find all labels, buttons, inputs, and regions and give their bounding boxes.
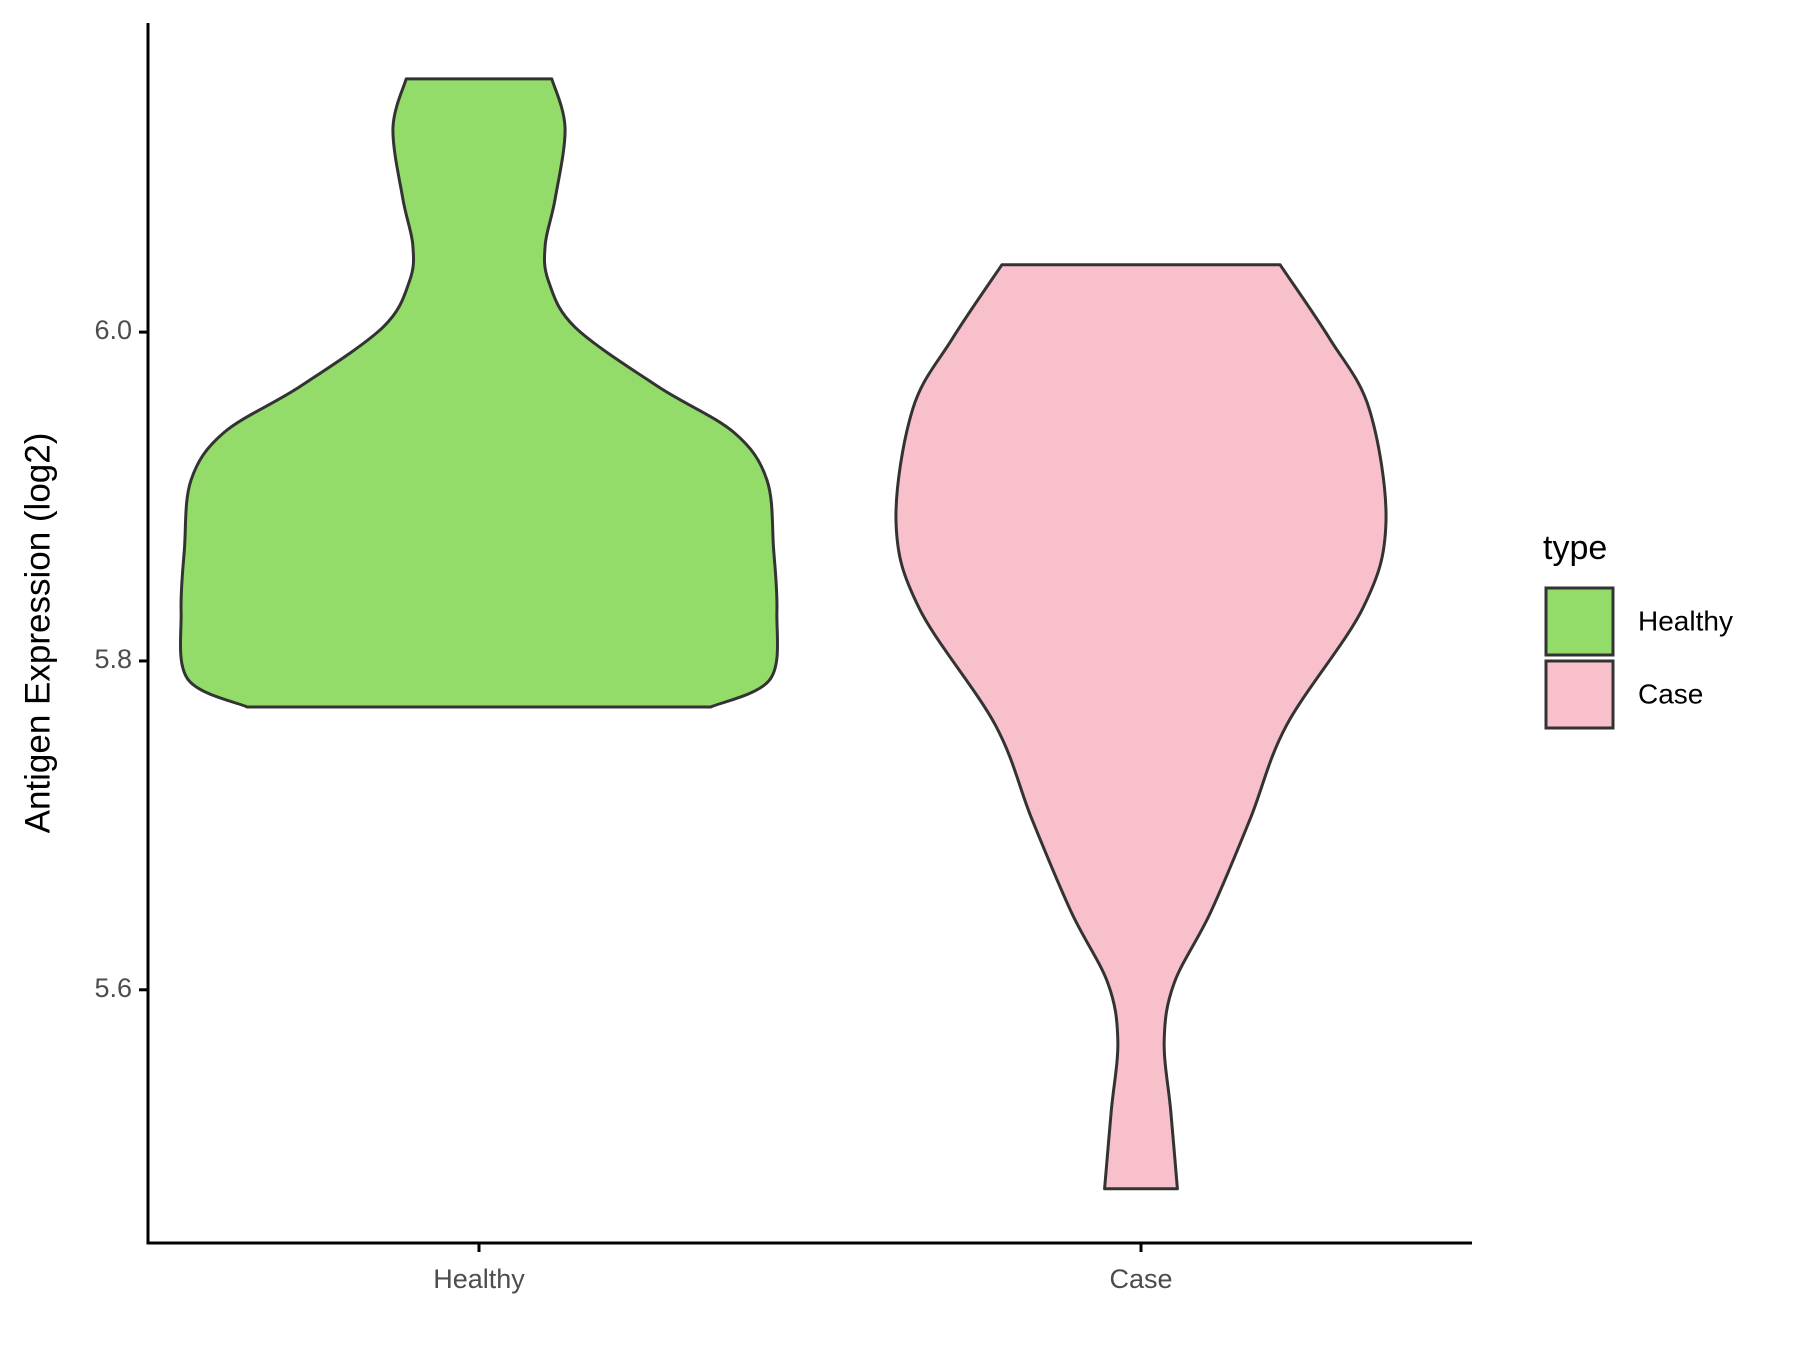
legend-label: Case	[1638, 678, 1703, 709]
legend-key	[1544, 659, 1615, 730]
legend-title: type	[1543, 529, 1607, 567]
legend-key	[1544, 586, 1615, 657]
violin	[894, 263, 1388, 1191]
violin	[178, 77, 780, 709]
y-tick-label: 5.6	[94, 973, 132, 1003]
y-tick-label: 5.8	[94, 644, 132, 674]
y-tick-label: 6.0	[94, 315, 132, 345]
x-tick-label: Case	[1109, 1264, 1172, 1294]
y-axis-title: Antigen Expression (log2)	[18, 433, 57, 834]
legend-label: Healthy	[1638, 605, 1733, 636]
x-tick-label: Healthy	[433, 1264, 525, 1294]
